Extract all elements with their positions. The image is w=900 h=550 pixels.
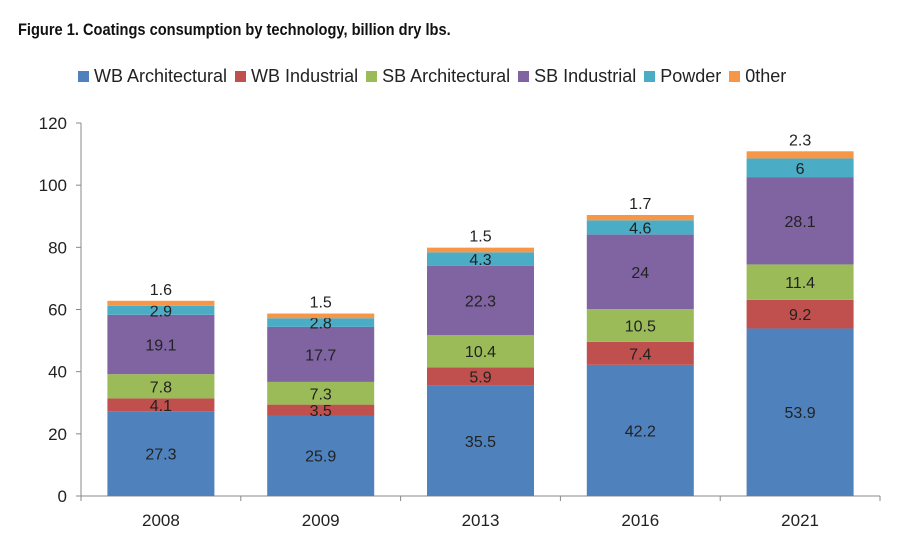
- bar-segment-sb-industrial-2008: [107, 314, 215, 375]
- bar-segment-0ther-2021: [746, 151, 854, 159]
- legend-swatch-powder: [644, 71, 656, 82]
- bar-segment-0ther-2009: [267, 313, 375, 319]
- y-tick-label: 40: [48, 363, 67, 382]
- bar-segment-powder-2016: [586, 220, 694, 235]
- data-label-0ther-2016: 1.7: [629, 196, 651, 213]
- bar-segment-wb-industrial-2008: [107, 398, 215, 412]
- y-tick-label: 0: [58, 487, 67, 506]
- y-tick-label: 120: [39, 114, 67, 133]
- bar-segment-sb-industrial-2021: [746, 177, 854, 265]
- data-label-wb-architectural-2021: 53.9: [785, 405, 816, 422]
- data-label-powder-2008: 2.9: [150, 303, 172, 320]
- legend-item-wb-industrial: WB Industrial: [235, 66, 358, 87]
- legend-item-other: 0ther: [729, 66, 786, 87]
- y-tick-label: 60: [48, 301, 67, 320]
- data-label-0ther-2013: 1.5: [469, 229, 491, 246]
- data-label-wb-architectural-2008: 27.3: [145, 447, 176, 464]
- bar-segment-sb-architectural-2021: [746, 264, 854, 300]
- bar-segment-wb-industrial-2016: [586, 341, 694, 365]
- y-tick-label: 100: [39, 176, 67, 195]
- data-label-powder-2016: 4.6: [629, 220, 651, 237]
- data-label-wb-industrial-2016: 7.4: [629, 346, 651, 363]
- bar-segment-powder-2009: [267, 318, 375, 327]
- bar-segment-0ther-2013: [427, 247, 534, 253]
- bar-segment-sb-architectural-2008: [107, 374, 215, 399]
- data-label-wb-architectural-2016: 42.2: [625, 423, 656, 440]
- bar-segment-wb-industrial-2021: [746, 299, 854, 329]
- y-tick-label: 20: [48, 425, 67, 444]
- legend-swatch-wb-industrial: [235, 71, 247, 82]
- bar-segment-sb-industrial-2013: [427, 265, 534, 335]
- bar-segment-powder-2013: [427, 252, 534, 266]
- data-label-sb-architectural-2009: 7.3: [310, 386, 332, 403]
- data-label-powder-2021: 6: [796, 161, 805, 178]
- data-label-sb-architectural-2021: 11.4: [785, 275, 815, 292]
- bar-segment-wb-architectural-2021: [746, 328, 854, 496]
- x-tick-label: 2008: [142, 511, 180, 530]
- bar-segment-sb-industrial-2009: [267, 326, 375, 382]
- legend-item-powder: Powder: [644, 66, 721, 87]
- data-label-sb-architectural-2008: 7.8: [150, 379, 172, 396]
- bar-segment-sb-industrial-2016: [586, 234, 694, 310]
- data-label-powder-2013: 4.3: [469, 252, 491, 269]
- legend-item-sb-architectural: SB Architectural: [366, 66, 510, 87]
- data-label-sb-industrial-2021: 28.1: [785, 214, 816, 231]
- x-tick-label: 2016: [621, 511, 659, 530]
- legend-swatch-sb-architectural: [366, 71, 378, 82]
- data-label-sb-industrial-2008: 19.1: [145, 337, 176, 354]
- bar-segment-wb-architectural-2016: [586, 364, 694, 496]
- legend-label-powder: Powder: [660, 66, 722, 86]
- data-label-wb-industrial-2013: 5.9: [469, 369, 491, 386]
- bar-segment-sb-architectural-2013: [427, 334, 534, 368]
- legend-label-other: 0ther: [745, 66, 787, 86]
- data-label-0ther-2009: 1.5: [310, 295, 332, 312]
- bar-segment-wb-architectural-2013: [427, 385, 534, 496]
- y-tick-label: 80: [48, 238, 67, 257]
- data-label-wb-industrial-2009: 3.5: [310, 403, 332, 420]
- bar-segment-powder-2008: [107, 305, 215, 315]
- legend-label-sb-architectural: SB Architectural: [382, 66, 511, 86]
- data-label-0ther-2008: 1.6: [150, 282, 172, 299]
- data-label-sb-industrial-2009: 17.7: [305, 347, 336, 364]
- bar-segment-wb-architectural-2008: [107, 411, 215, 496]
- legend-swatch-sb-industrial: [518, 71, 530, 82]
- x-tick-label: 2013: [462, 511, 500, 530]
- legend-label-wb-industrial: WB Industrial: [251, 66, 359, 86]
- bar-segment-powder-2021: [746, 158, 854, 178]
- legend-label-wb-architectural: WB Architectural: [94, 66, 228, 86]
- data-label-wb-industrial-2008: 4.1: [150, 398, 172, 415]
- x-tick-label: 2021: [781, 511, 819, 530]
- bar-segment-sb-architectural-2009: [267, 381, 375, 405]
- bar-segment-0ther-2008: [107, 300, 215, 306]
- data-label-sb-architectural-2016: 10.5: [625, 319, 656, 336]
- bar-segment-wb-industrial-2009: [267, 404, 375, 416]
- legend-swatch-other: [729, 71, 741, 82]
- data-label-0ther-2021: 2.3: [789, 132, 811, 149]
- legend-item-sb-industrial: SB Industrial: [518, 66, 636, 87]
- legend-swatch-wb-architectural: [78, 71, 89, 82]
- data-label-wb-architectural-2013: 35.5: [465, 434, 496, 451]
- data-label-wb-industrial-2021: 9.2: [789, 307, 811, 324]
- bar-segment-sb-architectural-2016: [586, 309, 694, 342]
- legend-item-wb-architectural: WB Architectural: [78, 66, 227, 87]
- bar-segment-wb-industrial-2013: [427, 367, 534, 386]
- data-label-powder-2009: 2.8: [310, 316, 332, 333]
- bar-segment-wb-architectural-2009: [267, 415, 375, 496]
- legend-label-sb-industrial: SB Industrial: [534, 66, 637, 86]
- data-label-sb-industrial-2013: 22.3: [465, 293, 496, 310]
- data-label-sb-architectural-2013: 10.4: [465, 344, 496, 361]
- chart-title: Figure 1. Coatings consumption by techno…: [18, 20, 451, 39]
- data-label-wb-architectural-2009: 25.9: [305, 449, 336, 466]
- bar-segment-0ther-2016: [586, 215, 694, 221]
- x-tick-label: 2009: [302, 511, 340, 530]
- legend: WB Architectural WB Industrial SB Archit…: [78, 66, 794, 87]
- data-label-sb-industrial-2016: 24: [631, 265, 649, 282]
